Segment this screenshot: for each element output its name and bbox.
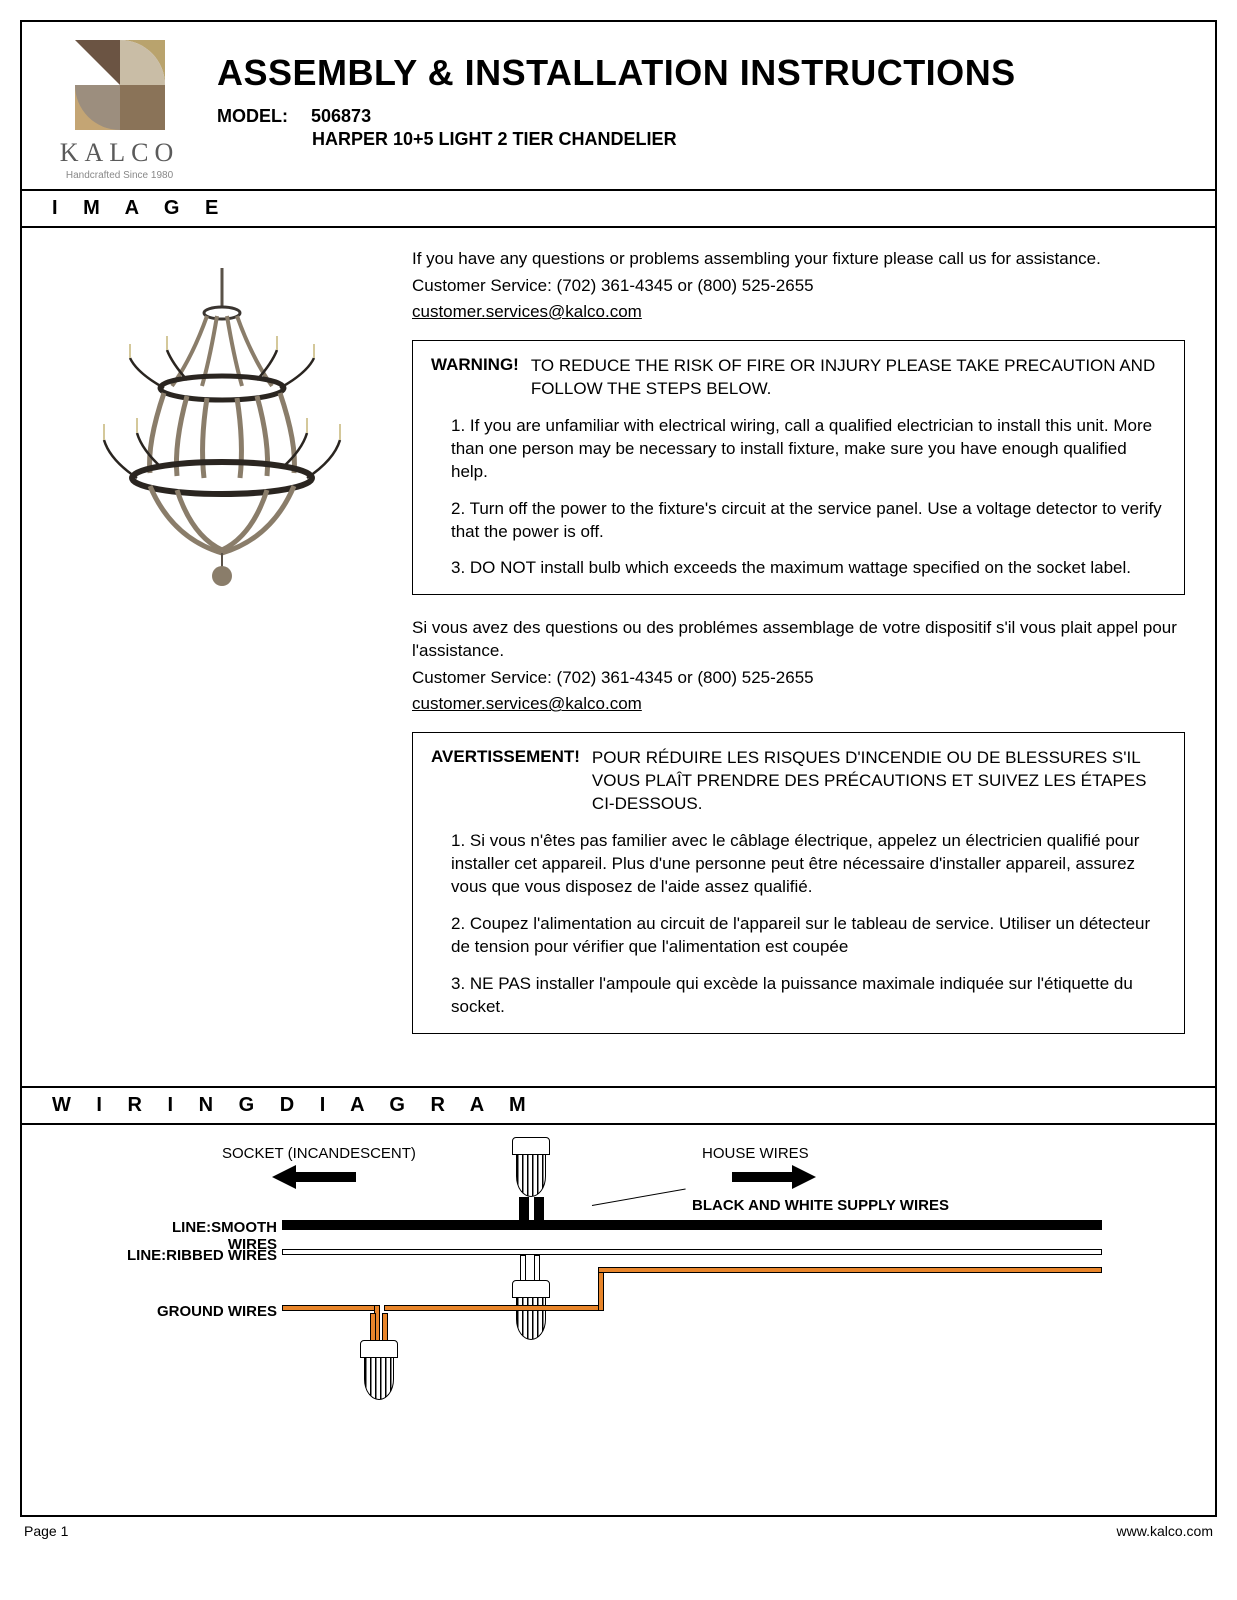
warning-label-en: WARNING! <box>431 355 519 375</box>
orange-wire-left-icon <box>282 1305 380 1311</box>
contact-email-fr: customer.services@kalco.com <box>412 694 1185 714</box>
orange-wire-up-icon <box>598 1267 604 1311</box>
contact-intro-en: If you have any questions or problems as… <box>412 248 1185 271</box>
brand-tagline: Handcrafted Since 1980 <box>52 170 187 181</box>
page-title: ASSEMBLY & INSTALLATION INSTRUCTIONS <box>217 52 1185 94</box>
step-en-3: 3. DO NOT install bulb which exceeds the… <box>431 557 1166 580</box>
warning-box-fr: AVERTISSEMENT! POUR RÉDUIRE LES RISQUES … <box>412 732 1185 1033</box>
chandelier-icon <box>92 268 352 588</box>
contact-phone-en: Customer Service: (702) 361-4345 or (800… <box>412 275 1185 298</box>
image-section: If you have any questions or problems as… <box>22 228 1215 1086</box>
warning-text-fr: POUR RÉDUIRE LES RISQUES D'INCENDIE OU D… <box>592 747 1166 816</box>
title-block: ASSEMBLY & INSTALLATION INSTRUCTIONS MOD… <box>187 40 1185 181</box>
house-wires-label: HOUSE WIRES <box>702 1145 809 1162</box>
step-en-2: 2. Turn off the power to the fixture's c… <box>431 498 1166 544</box>
contact-phone-fr: Customer Service: (702) 361-4345 or (800… <box>412 667 1185 690</box>
ground-label: GROUND WIRES <box>127 1303 277 1320</box>
arrow-left-icon <box>272 1165 296 1189</box>
warning-box-en: WARNING! TO REDUCE THE RISK OF FIRE OR I… <box>412 340 1185 596</box>
warning-text-en: TO REDUCE THE RISK OF FIRE OR INJURY PLE… <box>531 355 1166 401</box>
contact-email-en: customer.services@kalco.com <box>412 302 1185 322</box>
line-ribbed-label: LINE:RIBBED WIRES <box>127 1247 277 1264</box>
orange-stub2-icon <box>382 1313 388 1341</box>
wire-connector-top-icon <box>512 1137 550 1197</box>
wiring-diagram: SOCKET (INCANDESCENT) HOUSE WIRES BLACK … <box>22 1125 1215 1515</box>
document-page: KALCO Handcrafted Since 1980 ASSEMBLY & … <box>20 20 1217 1517</box>
orange-wire-right-icon <box>598 1267 1102 1273</box>
logo-block: KALCO Handcrafted Since 1980 <box>52 40 187 181</box>
step-fr-3: 3. NE PAS installer l'ampoule qui excède… <box>431 973 1166 1019</box>
white-wire-icon <box>282 1249 1102 1255</box>
step-fr-1: 1. Si vous n'êtes pas familier avec le c… <box>431 830 1166 899</box>
supply-label: BLACK AND WHITE SUPPLY WIRES <box>692 1197 949 1214</box>
orange-wire-h1-icon <box>384 1305 604 1311</box>
white-wire-down2-icon <box>534 1255 540 1281</box>
step-fr-2: 2. Coupez l'alimentation au circuit de l… <box>431 913 1166 959</box>
model-number: 506873 <box>311 106 371 126</box>
black-wire-up-icon <box>519 1197 529 1221</box>
arrow-right-icon <box>792 1165 816 1189</box>
section-header-image: I M A G E <box>22 189 1215 228</box>
wire-connector-bottom-icon <box>360 1340 398 1400</box>
black-wire-icon <box>282 1220 1102 1230</box>
brand-logo-icon <box>75 40 165 130</box>
brand-name: KALCO <box>52 138 187 168</box>
product-image-area <box>52 248 392 1056</box>
orange-stub1-icon <box>370 1313 376 1341</box>
footer-url: www.kalco.com <box>1117 1523 1213 1539</box>
white-wire-down-icon <box>520 1255 526 1281</box>
footer: Page 1 www.kalco.com <box>20 1517 1217 1539</box>
model-label: MODEL: <box>217 106 288 126</box>
model-description: HARPER 10+5 LIGHT 2 TIER CHANDELIER <box>312 129 1185 150</box>
step-en-1: 1. If you are unfamiliar with electrical… <box>431 415 1166 484</box>
model-line: MODEL: 506873 <box>217 106 1185 127</box>
lead-line-icon <box>592 1188 686 1205</box>
black-wire-up2-icon <box>534 1197 544 1221</box>
header: KALCO Handcrafted Since 1980 ASSEMBLY & … <box>22 22 1215 189</box>
page-number: Page 1 <box>24 1523 68 1539</box>
contact-intro-fr: Si vous avez des questions ou des problé… <box>412 617 1185 663</box>
text-content: If you have any questions or problems as… <box>392 248 1185 1056</box>
warning-label-fr: AVERTISSEMENT! <box>431 747 580 767</box>
socket-label: SOCKET (INCANDESCENT) <box>222 1145 416 1162</box>
section-header-wiring: W I R I N G D I A G R A M <box>22 1086 1215 1125</box>
